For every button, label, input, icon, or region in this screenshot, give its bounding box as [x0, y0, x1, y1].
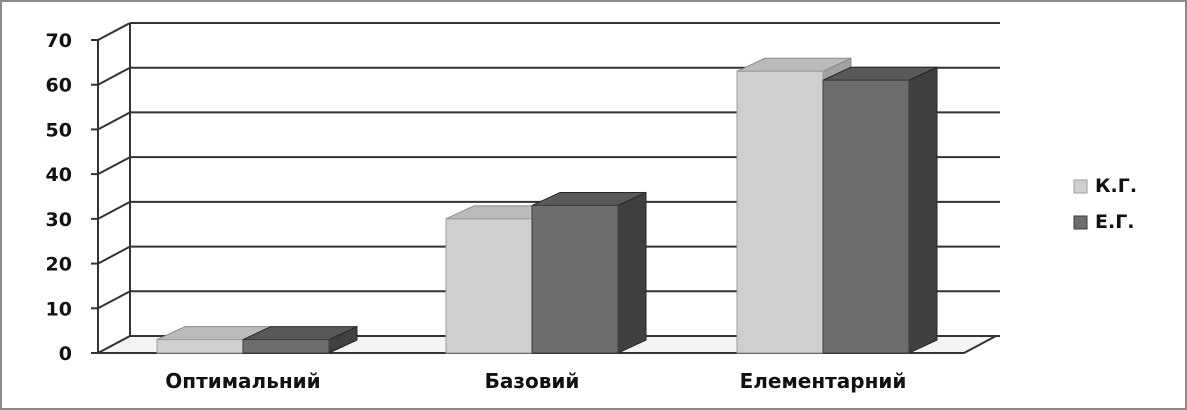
legend-item: К.Г.: [1073, 175, 1137, 197]
bar-front-face: [736, 70, 824, 354]
axes: [97, 23, 131, 353]
gridline-depth: [97, 111, 131, 131]
y-tick-label: 60: [46, 75, 72, 97]
x-category-label: Елементарний: [740, 369, 907, 393]
x-category-label: Оптимальний: [165, 369, 320, 393]
gridline-depth: [97, 22, 131, 41]
bar-front-face: [156, 339, 244, 354]
x-category-label: Базовий: [485, 369, 580, 393]
y-tick-label: 40: [46, 164, 72, 186]
y-tick-label: 10: [46, 298, 72, 320]
gridline-depth: [97, 156, 131, 176]
y-tick-labels: 0 10 20 30 40 50 60 70: [46, 30, 98, 365]
bar: [822, 66, 938, 354]
bar: [242, 325, 358, 354]
y-tick-label: 70: [46, 30, 72, 52]
bar: [531, 191, 647, 354]
bar-front-face: [445, 218, 533, 354]
legend-label: К.Г.: [1095, 175, 1137, 197]
gridline-depth: [97, 66, 131, 86]
y-tick-label: 20: [46, 254, 72, 276]
gridline-depth: [97, 200, 131, 220]
y-tick-label: 30: [46, 209, 72, 231]
x-category-labels: Оптимальний Базовий Елементарний: [165, 369, 906, 393]
gridline-depth: [97, 245, 131, 265]
y-tick-label: 50: [46, 119, 72, 141]
gridline-depth: [97, 290, 131, 310]
legend-swatch: [1073, 179, 1088, 194]
y-tick-label: 0: [59, 343, 72, 365]
bar-front-face: [242, 339, 330, 354]
bar-side-face: [617, 191, 647, 354]
bar-front-face: [822, 79, 910, 354]
bar-front-face: [531, 204, 619, 354]
legend: К.Г. Е.Г.: [1073, 175, 1137, 233]
legend-item: Е.Г.: [1073, 211, 1135, 233]
bars: [156, 57, 938, 354]
legend-swatch: [1073, 215, 1088, 230]
legend-label: Е.Г.: [1095, 211, 1135, 233]
bar-side-face: [908, 66, 938, 354]
